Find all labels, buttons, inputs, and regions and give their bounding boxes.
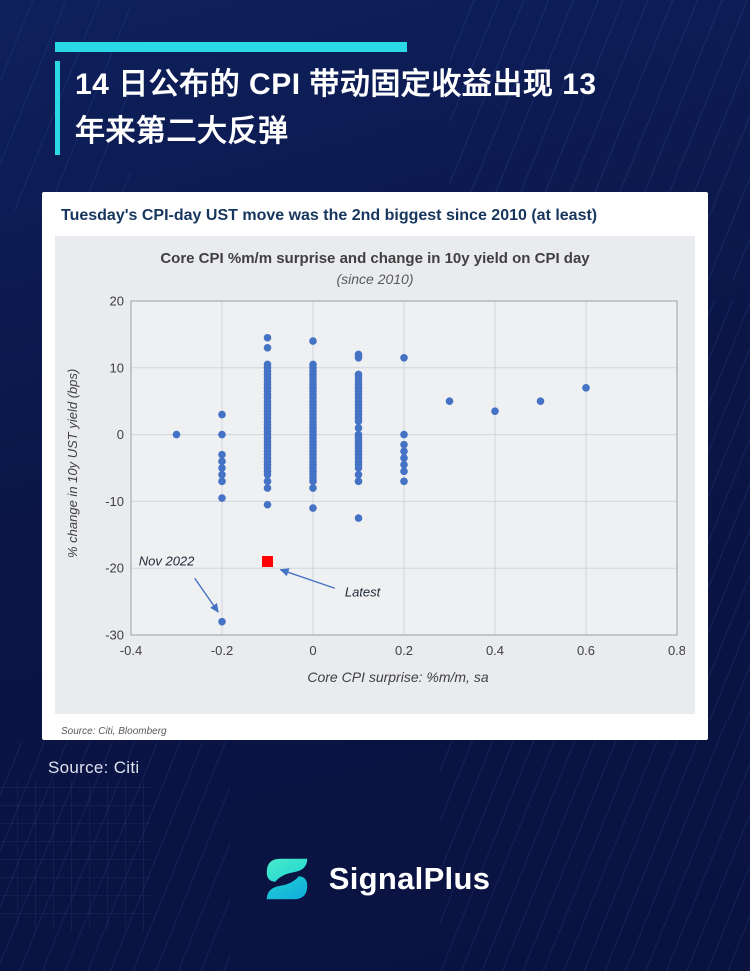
signalplus-logo-glyph <box>266 858 307 900</box>
brand-name: SignalPlus <box>328 861 491 896</box>
decorative-lines-bottom-right <box>440 721 750 971</box>
svg-text:-30: -30 <box>105 628 124 643</box>
chart-card: Tuesday's CPI-day UST move was the 2nd b… <box>42 192 708 740</box>
svg-text:0.8: 0.8 <box>668 643 685 658</box>
page-title-line1: 14 日公布的 CPI 带动固定收益出现 13 <box>75 68 597 101</box>
svg-text:10: 10 <box>110 360 124 375</box>
y-axis-label: % change in 10y UST yield (bps) <box>65 368 80 558</box>
svg-text:0: 0 <box>309 643 316 658</box>
page-title: 14 日公布的 CPI 带动固定收益出现 13 年来第二大反弹 <box>75 61 675 155</box>
scatter-plot: -0.4 -0.2 0 0.2 0.4 0.6 0.8 -30 -20 -10 0 10 20 Nov 2… <box>105 294 685 659</box>
chart-panel: Core CPI %m/m surprise and change in 10y… <box>55 236 695 714</box>
svg-text:Nov 2022: Nov 2022 <box>139 554 195 569</box>
title-block: 14 日公布的 CPI 带动固定收益出现 13 年来第二大反弹 <box>55 61 675 155</box>
header-accent-bar <box>55 42 407 52</box>
chart-subtitle: (since 2010) <box>336 271 414 287</box>
chart-source-note: Source: Citi, Bloomberg <box>61 726 167 737</box>
svg-text:0.4: 0.4 <box>486 643 504 658</box>
x-axis-label: Core CPI surprise: %m/m, sa <box>307 669 489 685</box>
svg-text:-0.4: -0.4 <box>120 643 142 658</box>
signalplus-logo-icon <box>260 852 314 906</box>
svg-text:0.6: 0.6 <box>577 643 595 658</box>
svg-text:0: 0 <box>117 427 124 442</box>
card-headline: Tuesday's CPI-day UST move was the 2nd b… <box>61 207 598 224</box>
svg-text:20: 20 <box>110 294 124 309</box>
svg-text:-10: -10 <box>105 494 124 509</box>
svg-text:0.2: 0.2 <box>395 643 413 658</box>
svg-text:-20: -20 <box>105 561 124 576</box>
footer: SignalPlus <box>0 852 750 906</box>
svg-text:-0.2: -0.2 <box>211 643 233 658</box>
plot-row: % change in 10y UST yield (bps) -0.4 -0.2… <box>65 291 685 663</box>
page-title-line2: 年来第二大反弹 <box>75 115 289 148</box>
svg-text:Latest: Latest <box>345 584 382 599</box>
source-caption: Source: Citi <box>48 758 140 777</box>
header: 14 日公布的 CPI 带动固定收益出现 13 年来第二大反弹 <box>55 42 675 155</box>
chart-title: Core CPI %m/m surprise and change in 10y… <box>160 250 590 267</box>
